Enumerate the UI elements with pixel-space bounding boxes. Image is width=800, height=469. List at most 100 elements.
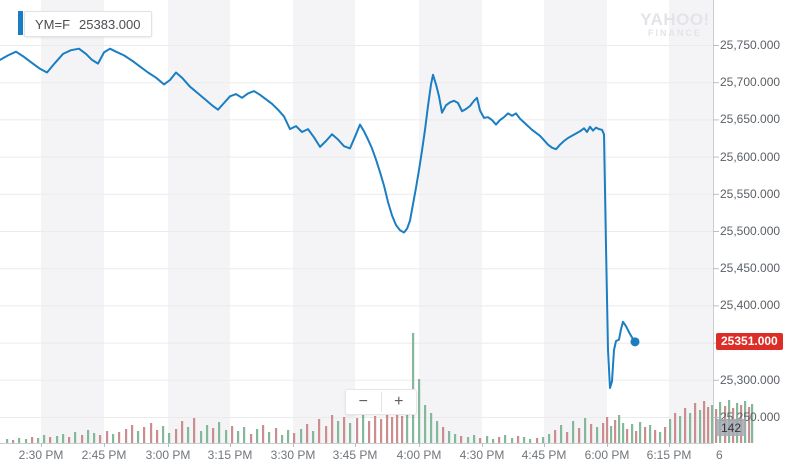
volume-bar bbox=[679, 416, 682, 443]
price-line bbox=[0, 47, 636, 389]
volume-bar bbox=[699, 410, 702, 443]
volume-bar bbox=[654, 430, 657, 443]
price-axis-label: 25,500.000 bbox=[720, 224, 781, 238]
tooltip-price-value: 25383.000 bbox=[79, 16, 141, 32]
zoom-controls: − + bbox=[345, 389, 417, 415]
volume-bar bbox=[711, 405, 714, 443]
volume-bar bbox=[689, 413, 692, 443]
volume-bar bbox=[175, 429, 178, 443]
volume-bar bbox=[511, 438, 514, 443]
price-axis-label: 25,600.000 bbox=[720, 149, 781, 164]
volume-bar bbox=[396, 415, 399, 443]
volume-bar bbox=[262, 425, 265, 443]
volume-bar bbox=[529, 439, 532, 443]
volume-bar bbox=[143, 427, 146, 443]
price-axis-label: 25,400.000 bbox=[720, 298, 781, 313]
volume-bar bbox=[467, 437, 470, 443]
price-axis-label: 25,750.000 bbox=[720, 38, 781, 52]
volume-bar bbox=[168, 433, 171, 443]
volume-bar bbox=[504, 435, 507, 443]
volume-bar bbox=[374, 416, 377, 443]
tooltip-series-marker bbox=[18, 11, 23, 35]
volume-bar bbox=[12, 440, 15, 443]
volume-bar bbox=[212, 428, 215, 443]
volume-bar bbox=[424, 405, 427, 443]
volume-bar bbox=[81, 435, 84, 443]
volume-bar bbox=[300, 429, 303, 443]
time-stripe bbox=[419, 0, 482, 443]
volume-bar bbox=[622, 423, 625, 443]
volume-bar bbox=[131, 425, 134, 443]
volume-bar bbox=[37, 438, 40, 443]
time-stripe bbox=[544, 0, 607, 443]
price-axis-label: 25,450.000 bbox=[720, 261, 781, 276]
time-axis-label: 4:30 PM bbox=[459, 448, 505, 462]
time-axis-label: 3:00 PM bbox=[145, 448, 191, 462]
tooltip-symbol: YM=F bbox=[35, 16, 71, 32]
volume-bar bbox=[325, 426, 328, 443]
time-axis-label: 2:30 PM bbox=[18, 448, 64, 462]
volume-bar bbox=[18, 438, 21, 443]
volume-bar bbox=[206, 425, 209, 443]
volume-bar bbox=[631, 424, 634, 443]
zoom-in-button[interactable]: + bbox=[382, 390, 417, 414]
time-axis-label: 6:00 PM bbox=[584, 448, 630, 462]
time-axis-label: 2:45 PM bbox=[81, 448, 127, 462]
price-axis-label: 25,300.000 bbox=[720, 372, 781, 387]
time-axis-label: 3:15 PM bbox=[207, 448, 253, 462]
volume-bar bbox=[606, 417, 609, 443]
volume-bar bbox=[391, 417, 394, 443]
volume-bar bbox=[669, 419, 672, 443]
time-axis-label: 6:15 PM bbox=[646, 448, 692, 462]
volume-bar bbox=[703, 401, 706, 443]
volume-bar bbox=[649, 425, 652, 443]
time-axis-label: 3:45 PM bbox=[332, 448, 378, 462]
volume-bar bbox=[293, 433, 296, 443]
volume-bar bbox=[287, 430, 290, 443]
volume-bar bbox=[362, 415, 365, 443]
volume-bar bbox=[639, 422, 642, 443]
volume-bar bbox=[618, 415, 621, 443]
volume-bar bbox=[187, 427, 190, 443]
volume-bar bbox=[368, 421, 371, 443]
volume-bar bbox=[707, 407, 710, 443]
volume-bar bbox=[200, 431, 203, 443]
volume-bar bbox=[578, 428, 581, 443]
volume-bar bbox=[106, 431, 109, 443]
time-stripe bbox=[293, 0, 355, 443]
price-axis-label: 25,650.000 bbox=[720, 112, 781, 127]
time-stripe bbox=[669, 0, 713, 443]
price-axis-label: 25,700.000 bbox=[720, 75, 781, 90]
volume-bar bbox=[644, 427, 647, 443]
volume-bar bbox=[523, 437, 526, 443]
volume-bar bbox=[436, 421, 439, 443]
volume-bar bbox=[306, 424, 309, 443]
volume-bar bbox=[380, 419, 383, 443]
volume-bar bbox=[479, 438, 482, 443]
volume-bar bbox=[694, 403, 697, 443]
volume-bar bbox=[331, 415, 334, 443]
volume-bar bbox=[460, 436, 463, 443]
volume-bar bbox=[275, 428, 278, 443]
volume-bar bbox=[418, 379, 421, 443]
volume-bar bbox=[231, 426, 234, 443]
volume-bar bbox=[6, 439, 9, 443]
volume-bar bbox=[25, 439, 28, 443]
volume-count-badge: 142 bbox=[716, 419, 747, 436]
volume-bar bbox=[664, 427, 667, 443]
volume-bar bbox=[542, 437, 545, 443]
zoom-out-button[interactable]: − bbox=[346, 390, 381, 414]
volume-bar bbox=[156, 430, 159, 443]
volume-bar bbox=[517, 436, 520, 443]
volume-bar bbox=[548, 434, 551, 443]
time-stripe bbox=[41, 0, 104, 443]
volume-bar bbox=[635, 431, 638, 443]
volume-bar bbox=[243, 427, 246, 443]
price-axis-label: 25,550.000 bbox=[720, 186, 781, 201]
volume-bar bbox=[659, 432, 662, 443]
volume-bar bbox=[560, 425, 563, 443]
time-axis-label: 4:00 PM bbox=[396, 448, 442, 462]
volume-bar bbox=[406, 415, 409, 443]
